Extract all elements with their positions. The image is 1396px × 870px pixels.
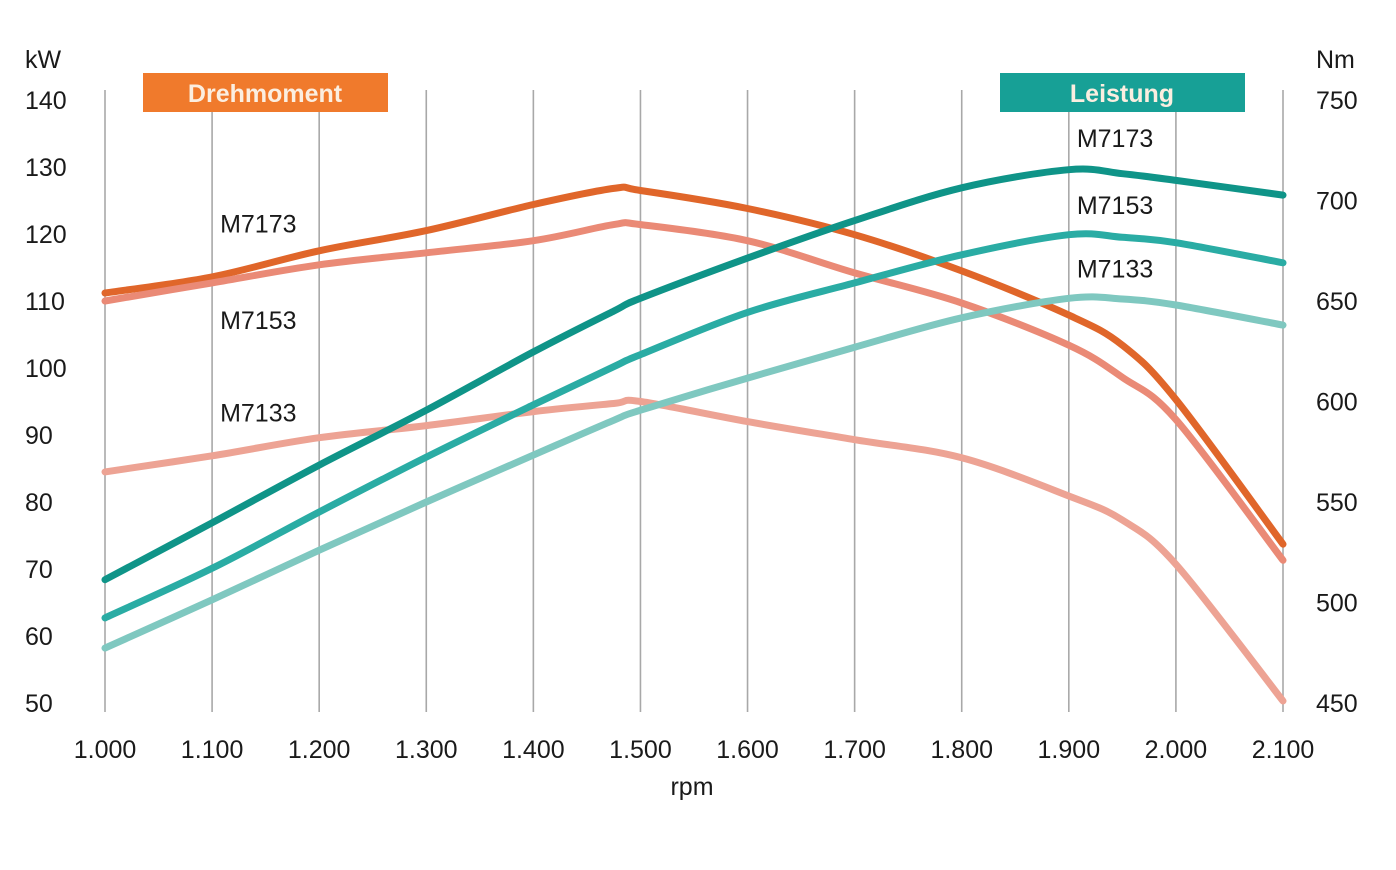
legend-drehmoment-label: Drehmoment bbox=[188, 80, 343, 108]
x-axis-label: rpm bbox=[670, 773, 713, 801]
series-label-leistung-m7133: M7133 bbox=[1077, 256, 1153, 284]
left-tick-label: 80 bbox=[25, 489, 53, 517]
right-tick-label: 450 bbox=[1316, 690, 1358, 718]
left-tick-label: 90 bbox=[25, 422, 53, 450]
left-tick-label: 100 bbox=[25, 355, 67, 383]
right-tick-label: 750 bbox=[1316, 87, 1358, 115]
left-tick-label: 50 bbox=[25, 690, 53, 718]
legend-drehmoment-badge bbox=[143, 73, 388, 112]
series-label-drehmoment-m7173: M7173 bbox=[220, 211, 296, 239]
x-tick-label: 1.700 bbox=[823, 736, 886, 764]
series-label-leistung-m7173: M7173 bbox=[1077, 125, 1153, 153]
right-tick-label: 700 bbox=[1316, 188, 1358, 216]
series-labels: M7173 M7153 M7133 M7173 M7153 M7133 bbox=[220, 125, 1153, 428]
x-tick-label: 1.300 bbox=[395, 736, 458, 764]
curve-leistung-m7133 bbox=[101, 293, 1287, 652]
series-label-drehmoment-m7133: M7133 bbox=[220, 400, 296, 428]
x-axis-ticks: 1.000 1.100 1.200 1.300 1.400 1.500 1.600 1.700… bbox=[74, 736, 1315, 764]
left-tick-label: 120 bbox=[25, 221, 67, 249]
series-label-drehmoment-m7153: M7153 bbox=[220, 307, 296, 335]
curves bbox=[101, 165, 1287, 705]
right-tick-label: 650 bbox=[1316, 288, 1358, 316]
legend-leistung-label: Leistung bbox=[1070, 80, 1174, 108]
curve-drehmoment-m7173 bbox=[101, 183, 1287, 548]
left-axis-ticks: 50 60 70 80 90 100 110 120 130 140 bbox=[25, 87, 67, 718]
curve-drehmoment-m7133 bbox=[101, 396, 1287, 705]
x-tick-label: 1.200 bbox=[288, 736, 351, 764]
series-label-leistung-m7153: M7153 bbox=[1077, 192, 1153, 220]
x-tick-label: 2.000 bbox=[1145, 736, 1208, 764]
left-tick-label: 60 bbox=[25, 623, 53, 651]
right-tick-label: 500 bbox=[1316, 590, 1358, 618]
right-tick-label: 550 bbox=[1316, 489, 1358, 517]
right-tick-label: 600 bbox=[1316, 389, 1358, 417]
left-tick-label: 130 bbox=[25, 154, 67, 182]
right-axis-unit: Nm bbox=[1316, 46, 1355, 74]
legend-drehmoment: Drehmoment bbox=[143, 73, 388, 112]
legend-leistung: Leistung bbox=[1000, 73, 1245, 112]
left-tick-label: 140 bbox=[25, 87, 67, 115]
x-tick-label: 1.900 bbox=[1038, 736, 1101, 764]
x-tick-label: 2.100 bbox=[1252, 736, 1315, 764]
left-tick-label: 110 bbox=[25, 288, 65, 316]
curve-leistung-m7173 bbox=[101, 165, 1287, 584]
curve-drehmoment-m7153 bbox=[101, 219, 1287, 564]
x-tick-label: 1.500 bbox=[609, 736, 672, 764]
x-tick-label: 1.000 bbox=[74, 736, 137, 764]
legend-leistung-badge bbox=[1000, 73, 1245, 112]
left-axis-unit: kW bbox=[25, 46, 62, 74]
x-tick-label: 1.600 bbox=[716, 736, 779, 764]
left-tick-label: 70 bbox=[25, 556, 53, 584]
x-tick-label: 1.800 bbox=[930, 736, 993, 764]
right-axis-ticks: 450 500 550 600 650 700 750 bbox=[1316, 87, 1358, 718]
curve-leistung-m7153 bbox=[101, 230, 1287, 622]
x-tick-label: 1.100 bbox=[181, 736, 244, 764]
x-tick-label: 1.400 bbox=[502, 736, 565, 764]
